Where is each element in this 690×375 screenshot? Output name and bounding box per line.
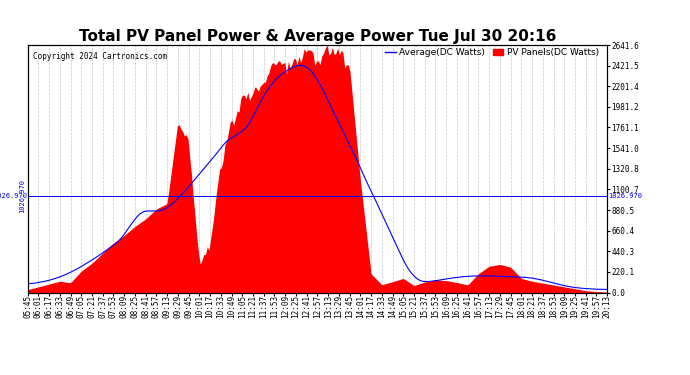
Text: 1026.970: 1026.970 bbox=[0, 193, 27, 199]
Text: 1026.970: 1026.970 bbox=[608, 193, 642, 199]
Title: Total PV Panel Power & Average Power Tue Jul 30 20:16: Total PV Panel Power & Average Power Tue… bbox=[79, 29, 556, 44]
Text: Copyright 2024 Cartronics.com: Copyright 2024 Cartronics.com bbox=[33, 53, 168, 62]
Legend: Average(DC Watts), PV Panels(DC Watts): Average(DC Watts), PV Panels(DC Watts) bbox=[382, 45, 602, 61]
Text: 1026.970: 1026.970 bbox=[19, 179, 25, 213]
